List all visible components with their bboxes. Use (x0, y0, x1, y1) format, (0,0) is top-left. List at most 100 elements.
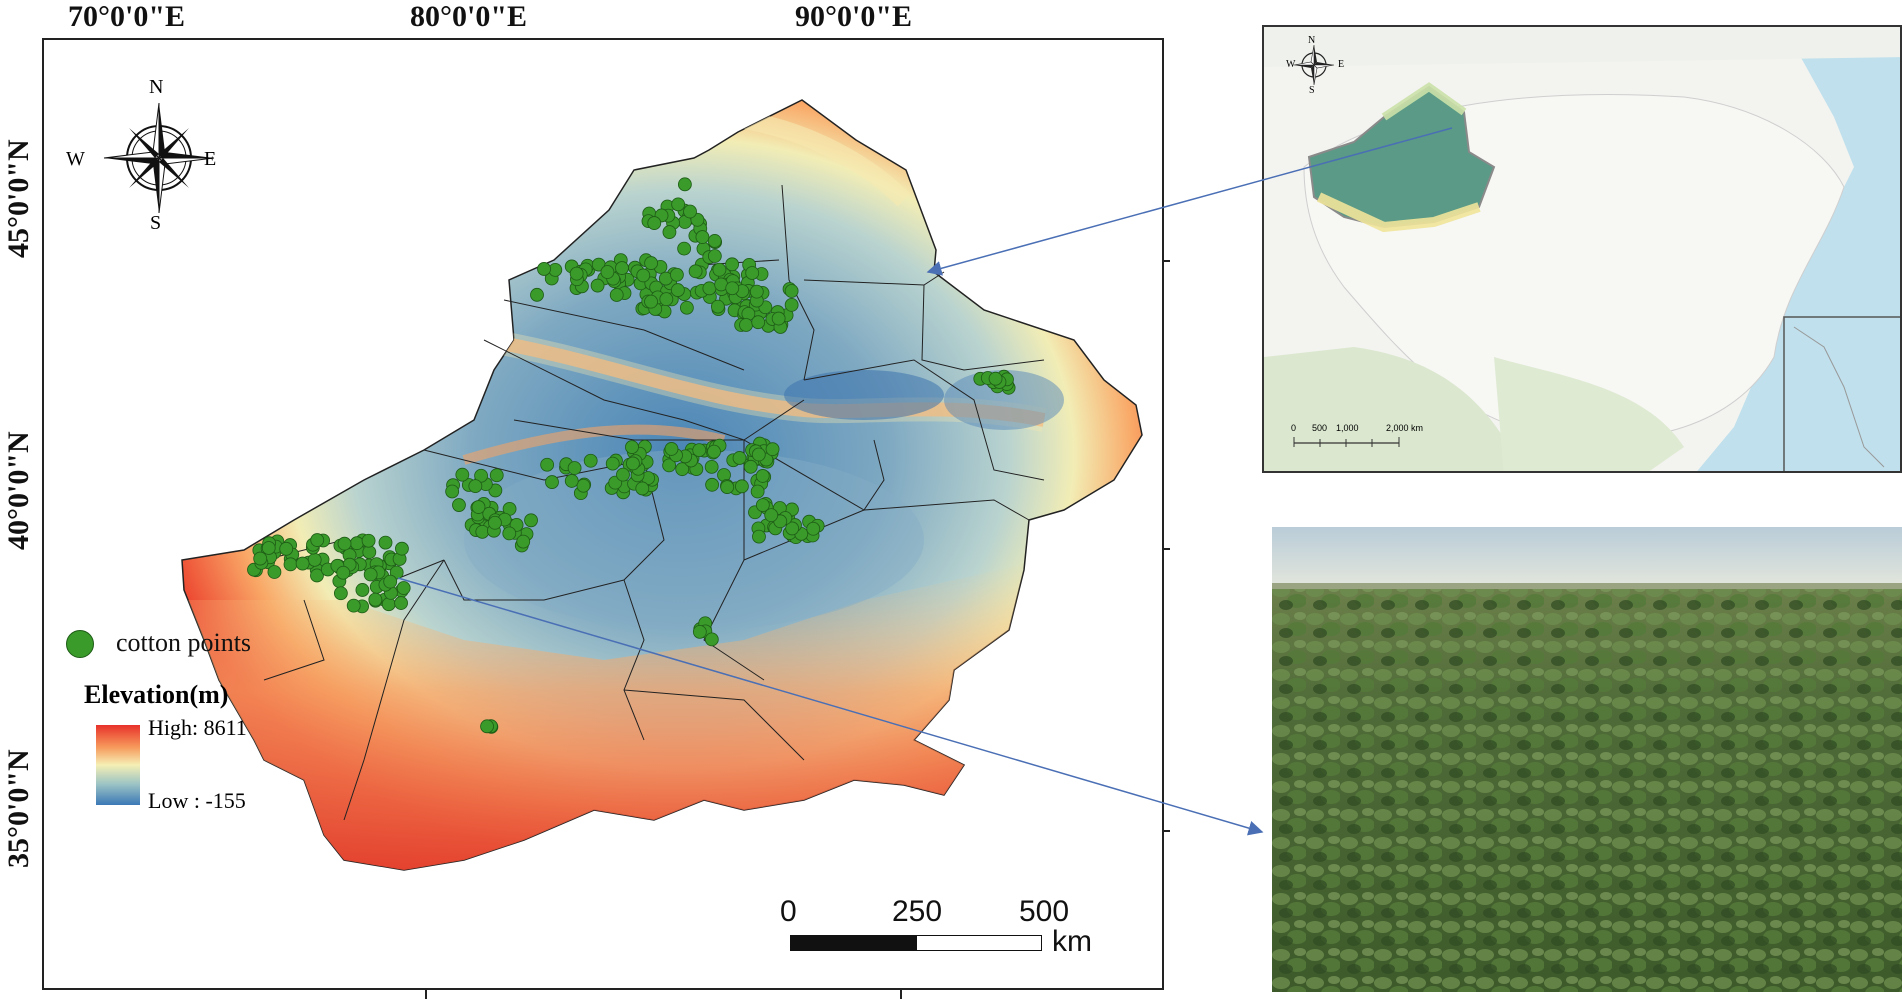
cotton-point (488, 483, 503, 498)
cotton-point (616, 467, 630, 482)
cotton-point (530, 287, 544, 302)
cotton-point (346, 598, 361, 613)
cotton-point (455, 467, 470, 482)
lon-label-80: 80°0'0"E (410, 0, 527, 33)
cotton-point (675, 462, 690, 477)
cotton-point (590, 278, 605, 293)
cotton-point (605, 456, 620, 471)
inset-scale-1000: 1,000 (1336, 423, 1359, 433)
cotton-point (564, 474, 579, 488)
cotton-point (704, 459, 719, 474)
cotton-point (625, 456, 640, 471)
cotton-point (707, 444, 721, 459)
legend-high-label: High: 8611 (148, 715, 247, 740)
cotton-point (692, 443, 707, 458)
legend-points-label: cotton points (116, 628, 252, 657)
cotton-point (712, 262, 727, 277)
inset-china-map: N S W E 0 500 1,000 2,000 km (1262, 25, 1902, 473)
cotton-point (363, 567, 378, 582)
legend-elevation-ramp (96, 725, 140, 805)
cotton-point (310, 533, 325, 547)
cotton-point (625, 440, 639, 454)
cotton-point (502, 526, 517, 541)
cotton-point (452, 498, 466, 512)
lon-label-90: 90°0'0"E (795, 0, 912, 33)
cotton-point (644, 256, 659, 270)
cotton-point (636, 268, 651, 283)
cotton-point (480, 719, 494, 734)
arrow-inset-to-map (926, 127, 1453, 276)
cotton-point (749, 284, 764, 299)
compass-rose-icon (103, 102, 215, 214)
cotton-point (647, 216, 662, 230)
cotton-point (279, 541, 294, 556)
cotton-point (705, 477, 719, 492)
cotton-point (679, 300, 694, 315)
cotton-point (692, 624, 707, 639)
cotton-point (261, 541, 276, 555)
cotton-point (471, 500, 486, 514)
cotton-point (750, 484, 765, 499)
cotton-point (361, 533, 376, 548)
cotton-point (755, 498, 770, 513)
cotton-point (635, 481, 650, 496)
scale-bar-white (916, 935, 1042, 951)
cotton-point (537, 262, 551, 276)
frame-tick (1164, 260, 1170, 262)
cotton-point (725, 257, 740, 272)
cotton-point (988, 371, 1003, 386)
cotton-point (670, 267, 684, 282)
cotton-point (395, 541, 409, 556)
cotton-point (785, 521, 800, 536)
inset-scale-bar (1293, 437, 1400, 447)
cotton-point (784, 298, 799, 312)
cotton-point (683, 204, 697, 219)
scale-label-0: 0 (780, 895, 797, 928)
inset-compass-e: E (1338, 59, 1345, 70)
cotton-point (662, 225, 677, 239)
cotton-point (677, 241, 692, 256)
cotton-point (751, 447, 766, 462)
cotton-point (337, 536, 352, 551)
cotton-point (732, 451, 747, 465)
frame-tick (1164, 830, 1170, 832)
cotton-point (336, 565, 351, 580)
cotton-point (567, 461, 582, 475)
cotton-point (677, 177, 692, 192)
cotton-point (688, 264, 703, 279)
cotton-point (771, 311, 786, 326)
legend-elevation-title: Elevation(m) (84, 680, 229, 709)
cotton-point (368, 592, 383, 607)
compass-e-label: E (204, 148, 217, 170)
cotton-point (662, 458, 677, 473)
cotton-point (755, 469, 770, 483)
cotton-point (615, 261, 629, 275)
cotton-point (378, 535, 393, 550)
cotton-point (743, 459, 758, 474)
compass-n-label: N (149, 76, 164, 98)
cotton-point (695, 230, 710, 244)
cotton-point (600, 265, 615, 279)
cotton-points-layer (247, 177, 1016, 734)
cotton-point (516, 534, 531, 549)
cotton-point (752, 529, 766, 544)
frame-tick (1164, 548, 1170, 550)
cotton-point (751, 315, 766, 330)
scale-unit: km (1052, 925, 1092, 958)
cotton-point (569, 266, 584, 281)
inset-compass-w: W (1286, 59, 1296, 70)
cotton-point (310, 568, 324, 583)
compass-w-label: W (66, 148, 85, 170)
cotton-point (704, 632, 719, 647)
cotton-point (644, 294, 658, 309)
cotton-point (355, 583, 370, 597)
cotton-field-photo (1272, 527, 1902, 992)
cotton-point (784, 284, 799, 298)
cotton-point (707, 249, 722, 263)
cotton-point (735, 479, 749, 494)
cotton-point (707, 234, 722, 248)
cotton-point (671, 197, 686, 212)
cotton-point (295, 556, 310, 571)
cotton-point (383, 574, 398, 589)
